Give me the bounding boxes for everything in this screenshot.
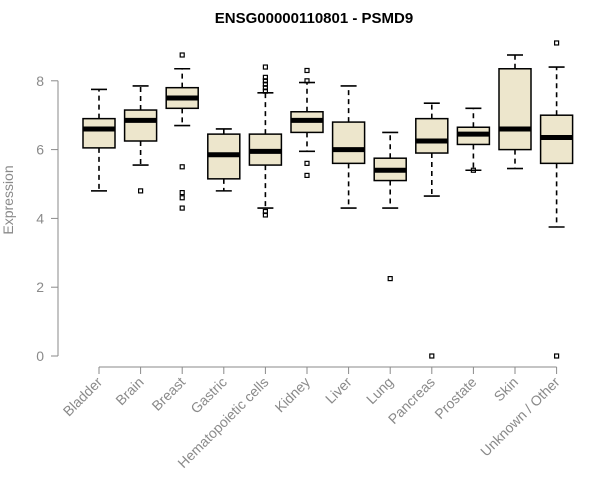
y-tick-label: 0: [36, 348, 44, 364]
box-body: [415, 117, 449, 154]
outlier-point: [429, 353, 435, 359]
outlier-point: [262, 88, 268, 94]
outlier-point: [179, 195, 185, 201]
box-group: [82, 88, 116, 192]
outlier-point: [387, 276, 393, 282]
x-tick-label: Unknown / Other: [477, 374, 563, 460]
box-group: [539, 40, 574, 359]
outlier-point: [553, 353, 560, 359]
outlier-point: [304, 67, 310, 74]
box-group: [123, 85, 158, 194]
x-tick-label: Lung: [363, 374, 396, 407]
outlier-point: [304, 172, 310, 178]
x-tick-label: Skin: [491, 374, 522, 405]
outlier-point: [179, 52, 185, 58]
box-group: [456, 107, 491, 173]
outlier-point: [304, 160, 310, 166]
box-group: [290, 67, 324, 178]
y-tick-label: 8: [36, 73, 44, 89]
x-tick-label: Prostate: [431, 374, 479, 422]
boxes-layer: [82, 40, 574, 359]
box-group: [415, 102, 449, 359]
outlier-point: [138, 188, 144, 194]
y-axis: 0 2 4 6 8: [36, 73, 59, 364]
outlier-point: [304, 78, 310, 84]
box-body: [123, 109, 158, 142]
box-body: [498, 68, 532, 151]
box-body: [331, 121, 366, 165]
x-tick-label: Liver: [322, 374, 355, 407]
box-group: [207, 128, 241, 192]
box-group: [248, 64, 283, 218]
outlier-point: [179, 164, 185, 170]
box-group: [498, 54, 532, 170]
outlier-point: [262, 212, 268, 218]
y-axis-label: Expression: [0, 165, 16, 234]
box-group: [331, 85, 366, 209]
box-group: [165, 52, 199, 211]
outlier-point: [262, 64, 268, 70]
y-tick-label: 2: [36, 279, 44, 295]
outlier-point: [553, 40, 560, 46]
x-tick-label: Breast: [148, 374, 188, 414]
outlier-point: [470, 167, 476, 173]
x-tick-label: Kidney: [272, 374, 314, 416]
x-tick-label: Bladder: [60, 374, 106, 420]
y-tick-label: 6: [36, 142, 44, 158]
box-body: [82, 117, 116, 149]
outlier-point: [179, 205, 185, 211]
y-tick-label: 4: [36, 210, 44, 226]
chart-title: ENSG00000110801 - PSMD9: [215, 10, 413, 27]
box-group: [373, 131, 407, 282]
x-tick-label: Brain: [112, 374, 146, 408]
outlier-point: [179, 190, 185, 196]
